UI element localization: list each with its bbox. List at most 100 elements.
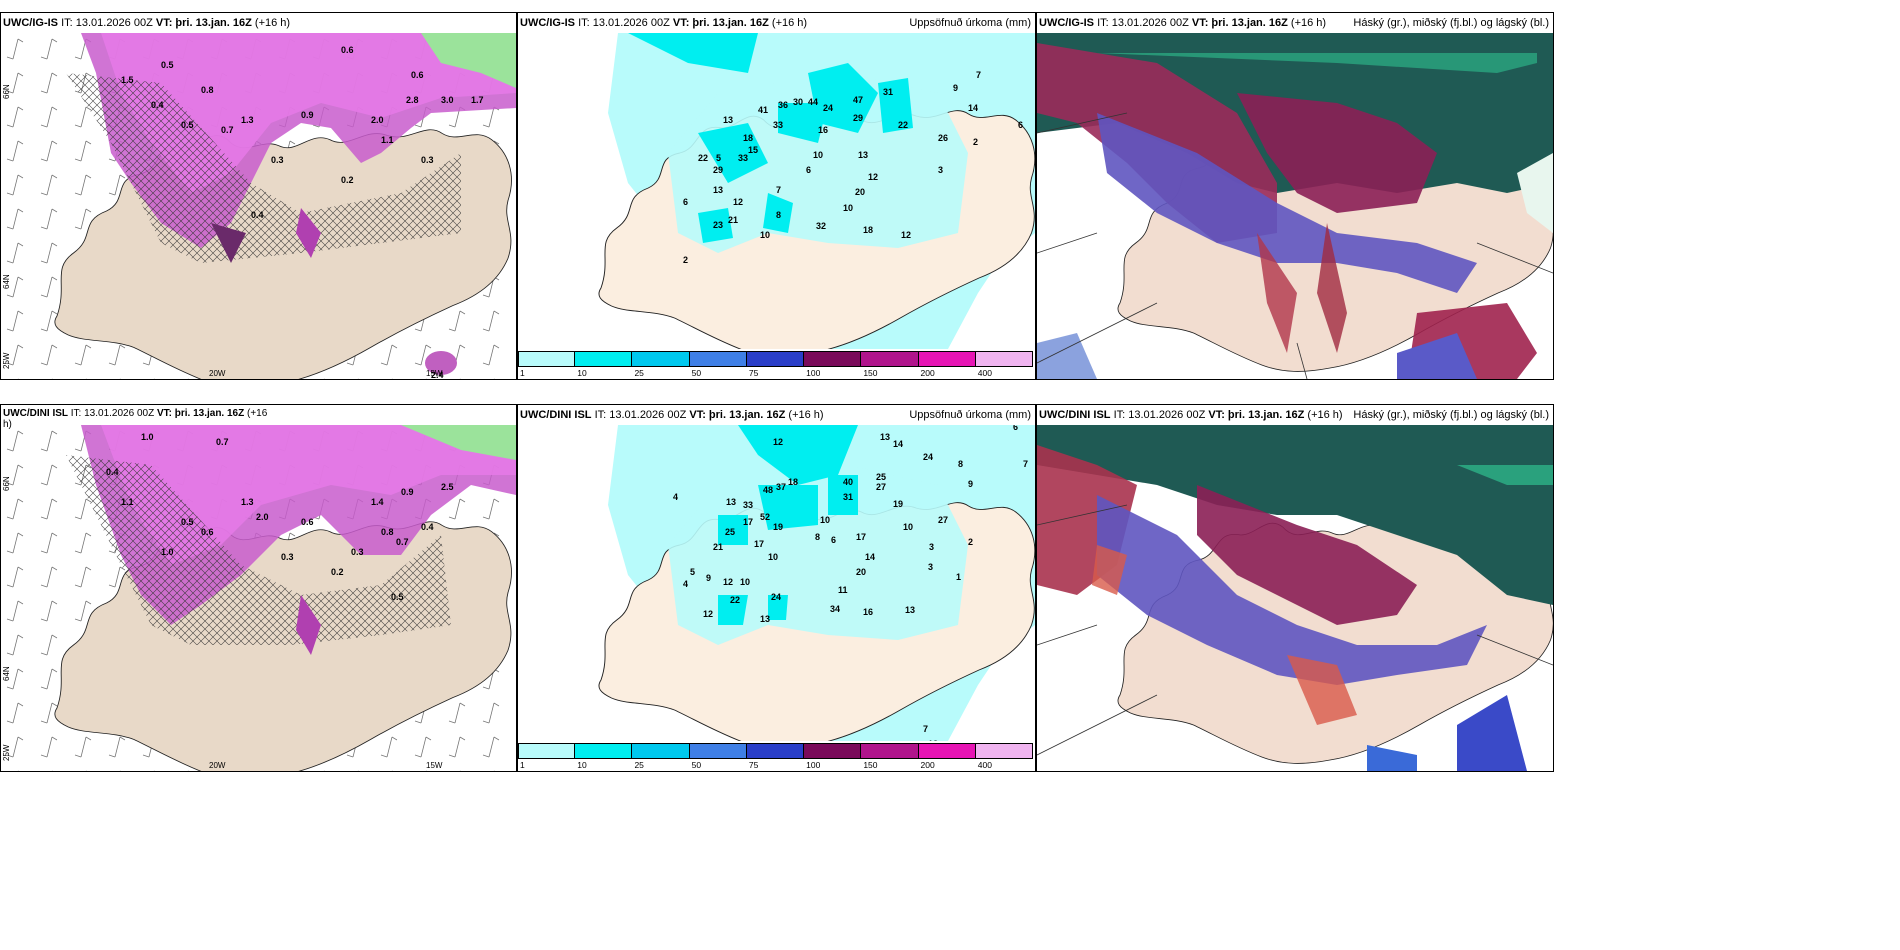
svg-text:27: 27 [876, 482, 886, 492]
svg-text:6: 6 [1013, 425, 1018, 432]
colorbar-segment [918, 351, 976, 367]
svg-text:25W: 25W [2, 352, 11, 369]
svg-text:48: 48 [763, 485, 773, 495]
svg-text:12: 12 [703, 609, 713, 619]
colorbar-label: 50 [691, 368, 702, 378]
svg-text:1.0: 1.0 [141, 432, 154, 442]
svg-text:15W: 15W [426, 761, 443, 770]
svg-text:0.3: 0.3 [281, 552, 294, 562]
svg-text:66N: 66N [2, 476, 11, 491]
svg-text:7: 7 [923, 724, 928, 734]
colorbar-label: 200 [920, 368, 935, 378]
svg-text:18: 18 [788, 477, 798, 487]
svg-text:1.5: 1.5 [121, 75, 134, 85]
svg-text:7: 7 [776, 185, 781, 195]
svg-text:0.6: 0.6 [201, 527, 214, 537]
wind-precip-map-panel-bottom: UWC/DINI ISL IT: 13.01.2026 00Z VT: þri.… [0, 404, 517, 772]
svg-text:30: 30 [793, 97, 803, 107]
wind-precip-map-panel-top: UWC/IG-IS IT: 13.01.2026 00Z VT: þri. 13… [0, 12, 517, 380]
svg-text:2.8: 2.8 [406, 95, 419, 105]
svg-text:12: 12 [773, 437, 783, 447]
panel-header: UWC/DINI ISL IT: 13.01.2026 00Z VT: þri.… [3, 408, 268, 430]
colorbar-segment [861, 351, 919, 367]
colorbar-label: 150 [863, 368, 878, 378]
svg-text:17: 17 [754, 539, 764, 549]
svg-text:10: 10 [843, 203, 853, 213]
svg-text:66N: 66N [2, 84, 11, 99]
svg-text:9: 9 [706, 573, 711, 583]
accumulated-precip-panel-bottom: UWC/DINI ISL IT: 13.01.2026 00Z VT: þri.… [517, 404, 1036, 772]
svg-text:2.0: 2.0 [256, 512, 269, 522]
svg-text:20W: 20W [209, 761, 226, 770]
svg-text:0.7: 0.7 [216, 437, 229, 447]
svg-text:1.7: 1.7 [471, 95, 484, 105]
svg-text:9: 9 [968, 479, 973, 489]
svg-text:2.0: 2.0 [371, 115, 384, 125]
colorbar-segment [632, 743, 690, 759]
svg-text:15: 15 [748, 145, 758, 155]
svg-text:7: 7 [976, 70, 981, 80]
svg-text:18: 18 [928, 739, 938, 741]
panel-header: UWC/DINI ISL IT: 13.01.2026 00Z VT: þri.… [520, 409, 1031, 421]
svg-text:0.9: 0.9 [401, 487, 414, 497]
colorbar-label: 1 [520, 760, 525, 770]
svg-text:32: 32 [816, 221, 826, 231]
svg-text:0.5: 0.5 [391, 592, 404, 602]
svg-text:0.7: 0.7 [221, 125, 234, 135]
svg-text:0.4: 0.4 [421, 522, 434, 532]
svg-text:0.2: 0.2 [341, 175, 354, 185]
svg-text:0.3: 0.3 [351, 547, 364, 557]
colorbar-segment [804, 351, 862, 367]
svg-text:0.3: 0.3 [421, 155, 434, 165]
svg-text:27: 27 [938, 515, 948, 525]
svg-text:33: 33 [773, 120, 783, 130]
svg-text:20: 20 [855, 187, 865, 197]
svg-text:13: 13 [713, 185, 723, 195]
svg-text:12: 12 [733, 197, 743, 207]
svg-text:6: 6 [831, 535, 836, 545]
svg-text:22: 22 [730, 595, 740, 605]
colorbar-segment [518, 351, 576, 367]
svg-text:3: 3 [928, 562, 933, 572]
svg-text:4: 4 [673, 492, 678, 502]
colorbar-label: 75 [748, 760, 759, 770]
svg-text:0.8: 0.8 [381, 527, 394, 537]
colorbar-segment [689, 743, 747, 759]
precip-colorbar: 1 10 25 50 75 100 150 200 400 [518, 349, 1035, 379]
panel-header: UWC/IG-IS IT: 13.01.2026 00Z VT: þri. 13… [1039, 17, 1549, 29]
svg-text:13: 13 [760, 614, 770, 624]
panel-header: UWC/IG-IS IT: 13.01.2026 00Z VT: þri. 13… [3, 17, 291, 29]
svg-text:10: 10 [903, 522, 913, 532]
svg-text:12: 12 [868, 172, 878, 182]
svg-text:12: 12 [901, 230, 911, 240]
svg-text:16: 16 [863, 607, 873, 617]
svg-text:41: 41 [758, 105, 768, 115]
svg-text:2: 2 [973, 137, 978, 147]
svg-text:17: 17 [856, 532, 866, 542]
svg-text:0.8: 0.8 [201, 85, 214, 95]
colorbar-label: 200 [920, 760, 935, 770]
cloud-cover-map [1037, 425, 1553, 771]
svg-text:13: 13 [880, 432, 890, 442]
svg-text:26: 26 [938, 133, 948, 143]
svg-text:19: 19 [893, 499, 903, 509]
colorbar-label: 400 [977, 760, 992, 770]
svg-text:18: 18 [743, 133, 753, 143]
svg-text:10: 10 [768, 552, 778, 562]
panel-header: UWC/DINI ISL IT: 13.01.2026 00Z VT: þri.… [1039, 409, 1549, 421]
precip-type-map: 1.5 0.4 0.8 1.3 2.0 2.8 3.0 1.7 0.5 0.9 … [1, 33, 516, 379]
svg-text:7: 7 [1023, 459, 1028, 469]
svg-text:37: 37 [776, 482, 786, 492]
colorbar-label: 75 [748, 368, 759, 378]
svg-text:0.6: 0.6 [411, 70, 424, 80]
colorbar-segment [632, 351, 690, 367]
svg-text:0.5: 0.5 [181, 120, 194, 130]
colorbar-segment [861, 743, 919, 759]
svg-text:5: 5 [690, 567, 695, 577]
precip-colorbar: 1 10 25 50 75 100 150 200 400 [518, 741, 1035, 771]
svg-text:1: 1 [956, 572, 961, 582]
cloud-cover-panel-top: UWC/IG-IS IT: 13.01.2026 00Z VT: þri. 13… [1036, 12, 1554, 380]
cloud-cover-map [1037, 33, 1553, 379]
svg-text:11: 11 [838, 585, 848, 595]
colorbar-segment [689, 351, 747, 367]
